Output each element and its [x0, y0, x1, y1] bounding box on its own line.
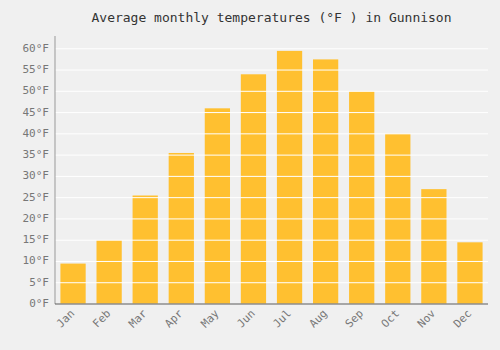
y-tick-label: 15°F	[23, 233, 50, 246]
y-tick-label: 10°F	[23, 254, 50, 267]
grid-line	[55, 261, 488, 262]
grid-line	[55, 112, 488, 113]
x-tick-label: Mar	[126, 307, 150, 331]
grid-line	[55, 70, 488, 71]
x-axis: Jan Feb Mar Apr May Jun Jul Aug Sep Oct Nov Dec	[54, 307, 474, 331]
bars	[60, 51, 482, 304]
x-tick-label: Dec	[451, 307, 474, 330]
x-tick-label: Jun	[234, 307, 257, 330]
y-tick-label: 35°F	[23, 148, 50, 161]
y-tick-label: 55°F	[23, 63, 50, 76]
grid-line	[55, 197, 488, 198]
y-tick-label: 25°F	[23, 191, 50, 204]
y-tick-label: 45°F	[23, 106, 50, 119]
x-tick-label: Sep	[343, 307, 366, 330]
background	[0, 0, 500, 350]
y-tick-label: 20°F	[23, 212, 50, 225]
x-tick-label: Apr	[162, 307, 186, 331]
grid-line	[55, 91, 488, 92]
y-tick-label: 60°F	[23, 42, 50, 55]
bar	[205, 108, 230, 304]
y-tick-label: 0°F	[29, 297, 49, 310]
title: Average monthly temperatures (°F ) in Gu…	[91, 10, 451, 25]
bar	[169, 153, 194, 304]
bar	[241, 74, 266, 304]
bar	[277, 51, 302, 304]
y-axis-line	[55, 36, 56, 304]
x-tick-label: Jan	[54, 307, 77, 330]
bar	[313, 59, 338, 304]
bar	[421, 189, 446, 304]
x-axis-line	[55, 304, 488, 305]
grid-line	[55, 240, 488, 241]
grid-line	[55, 304, 488, 305]
bar	[60, 264, 85, 304]
x-tick-label: Feb	[90, 307, 113, 330]
y-tick-label: 30°F	[23, 169, 50, 182]
x-tick-label: May	[198, 307, 222, 331]
x-tick-label: Jul	[271, 307, 294, 330]
bar	[457, 242, 482, 304]
grid-line	[55, 48, 488, 49]
y-tick-label: 5°F	[29, 276, 49, 289]
chart: 0°F 5°F 10°F 15°F 20°F 25°F 30°F 35°F 40°F 45°F 50…	[0, 0, 500, 350]
y-tick-label: 40°F	[23, 127, 50, 140]
grid-line	[55, 155, 488, 156]
y-tick-label: 50°F	[23, 84, 50, 97]
bar	[133, 196, 158, 304]
x-tick-label: Nov	[415, 307, 439, 331]
grid-line	[55, 133, 488, 134]
bar	[96, 240, 121, 304]
y-axis: 0°F 5°F 10°F 15°F 20°F 25°F 30°F 35°F 40°F 45°F 50…	[23, 42, 489, 310]
grid-line	[55, 282, 488, 283]
x-tick-label: Aug	[307, 307, 330, 330]
x-tick-label: Oct	[379, 307, 402, 330]
grid-line	[55, 218, 488, 219]
page: {"chart_data": {"type": "bar", "title": …	[0, 0, 500, 350]
grid-line	[55, 176, 488, 177]
